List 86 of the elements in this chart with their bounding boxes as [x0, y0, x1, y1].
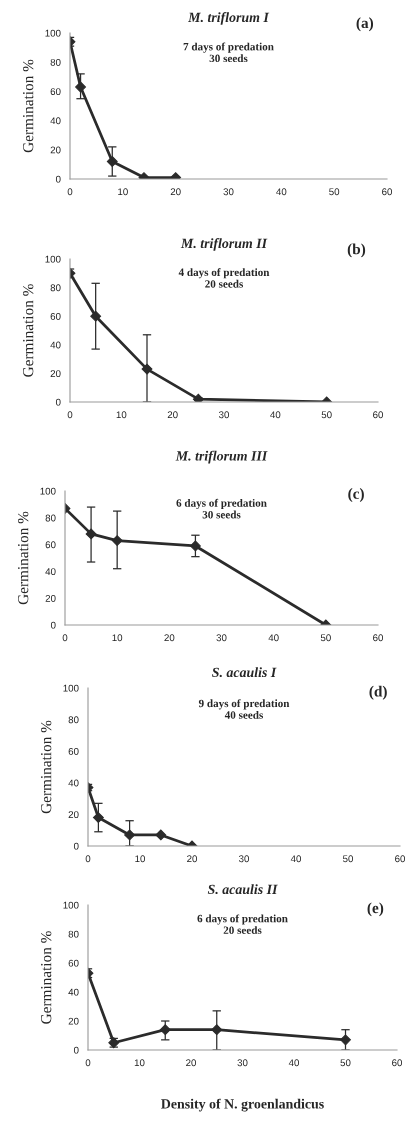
annotation: 6 days of predation 20 seeds: [197, 914, 288, 934]
x-tick-label: 30: [238, 855, 250, 863]
chart-title: M. triflorum III: [175, 450, 268, 464]
x-tick-label: 60: [382, 188, 393, 196]
annotation: (c): [348, 488, 364, 502]
x-tick-label: 40: [268, 634, 279, 642]
annotation: 4 days of predation 20 seeds: [178, 268, 270, 288]
chart-title: M. triflorum I: [187, 12, 270, 25]
text: (b): [347, 243, 366, 258]
y-tick-label: 40: [68, 779, 79, 787]
x-tick-label: 0: [85, 1059, 91, 1067]
x-tick-label: 60: [373, 411, 384, 419]
annotation: 9 days of predation 40 seeds: [198, 699, 290, 719]
y-tick-label: 60: [50, 88, 61, 96]
annotation: 7 days of predation 30 seeds: [183, 42, 274, 63]
y-tick-label: 40: [45, 568, 56, 576]
y-tick-label: 0: [55, 175, 61, 183]
y-tick-label: 60: [50, 312, 61, 320]
y-tick-label: 60: [68, 959, 79, 967]
annotation: (e): [367, 902, 384, 917]
y-tick-label: 100: [40, 487, 56, 495]
annotation: (d): [369, 685, 387, 700]
x-tick-label: 50: [320, 634, 331, 642]
x-tick-label: 30: [237, 1059, 248, 1067]
x-tick-label: 10: [135, 855, 146, 863]
y-tick-label: 20: [68, 1017, 79, 1025]
x-tick-label: 50: [321, 411, 332, 419]
y-axis-title: Germination %: [18, 511, 29, 605]
text: (a): [356, 17, 374, 32]
y-tick-label: 100: [45, 255, 61, 263]
y-tick-label: 80: [50, 58, 61, 66]
y-tick-label: 0: [73, 1046, 79, 1054]
y-tick-label: 100: [45, 29, 61, 37]
y-tick-label: 0: [73, 842, 79, 850]
y-tick-label: 100: [63, 684, 79, 692]
y-axis-title: Germination %: [41, 720, 52, 814]
y-tick-label: 60: [68, 747, 79, 755]
x-tick-label: 30: [216, 634, 227, 642]
y-tick-label: 40: [50, 341, 61, 349]
y-axis-title: Germination %: [23, 284, 34, 377]
x-tick-label: 20: [170, 188, 181, 196]
y-tick-label: 40: [68, 988, 79, 996]
y-axis-title: Germination %: [41, 931, 52, 1024]
x-axis-title: Density of N. groenlandicus: [161, 1098, 324, 1112]
y-tick-label: 80: [45, 514, 56, 522]
x-tick-label: 10: [116, 411, 127, 419]
chart-title: S. acaulis I: [212, 667, 277, 678]
y-tick-label: 80: [68, 930, 79, 938]
y-tick-label: 60: [45, 541, 56, 549]
y-tick-label: 20: [68, 811, 79, 819]
x-tick-label: 10: [134, 1059, 145, 1067]
y-tick-label: 80: [50, 284, 61, 292]
x-tick-label: 0: [85, 855, 91, 863]
chart-title: M. triflorum II: [180, 238, 268, 251]
y-tick-label: 100: [63, 901, 79, 909]
x-tick-label: 40: [276, 188, 287, 196]
x-tick-label: 10: [118, 188, 128, 196]
x-tick-label: 60: [392, 1059, 403, 1067]
x-tick-label: 20: [167, 411, 178, 419]
y-tick-label: 0: [50, 621, 56, 629]
y-tick-label: 0: [55, 398, 61, 406]
y-tick-label: 20: [50, 146, 61, 154]
x-tick-label: 20: [186, 1059, 197, 1067]
x-tick-label: 50: [329, 188, 340, 196]
x-tick-label: 30: [223, 188, 234, 196]
x-tick-label: 50: [342, 855, 354, 863]
x-tick-label: 40: [290, 855, 302, 863]
point: [189, 540, 201, 552]
annotation: 6 days of predation 30 seeds: [176, 498, 267, 519]
x-tick-label: 60: [395, 855, 406, 863]
point: [155, 829, 167, 841]
x-tick-label: 20: [164, 634, 175, 642]
x-tick-label: 60: [373, 634, 384, 642]
x-tick-label: 40: [288, 1059, 300, 1067]
chart-title: S. acaulis II: [207, 884, 278, 895]
point: [75, 81, 86, 93]
x-tick-label: 10: [112, 634, 123, 642]
y-axis-title: Germination %: [23, 59, 34, 153]
y-tick-label: 40: [50, 117, 61, 125]
y-tick-label: 80: [68, 716, 79, 724]
x-tick-label: 30: [218, 411, 230, 419]
x-tick-label: 40: [270, 411, 281, 419]
x-tick-label: 50: [340, 1059, 351, 1067]
y-tick-label: 20: [50, 370, 61, 378]
x-tick-label: 20: [187, 855, 198, 863]
y-tick-label: 20: [45, 594, 56, 602]
